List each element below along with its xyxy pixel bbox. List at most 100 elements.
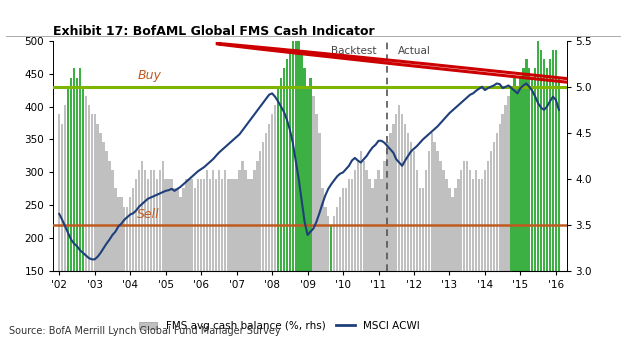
Bar — [342, 188, 344, 271]
Bar — [558, 78, 560, 271]
Bar — [404, 124, 406, 271]
Bar — [413, 151, 415, 271]
Bar — [330, 225, 332, 271]
Bar — [188, 179, 190, 271]
Bar — [443, 170, 444, 271]
Bar — [318, 133, 321, 271]
Bar — [519, 78, 521, 271]
Bar — [451, 197, 454, 271]
Bar — [123, 207, 125, 271]
Bar — [206, 170, 208, 271]
Bar — [67, 87, 69, 271]
Bar — [478, 179, 480, 271]
Bar — [336, 207, 338, 271]
Bar — [103, 142, 105, 271]
Bar — [484, 170, 486, 271]
Bar — [522, 68, 525, 271]
Bar — [227, 179, 229, 271]
Bar — [383, 161, 386, 271]
Bar — [419, 188, 421, 271]
Bar — [108, 161, 111, 271]
Bar — [525, 59, 528, 271]
Bar — [392, 124, 394, 271]
Bar — [230, 179, 232, 271]
Bar — [537, 41, 540, 271]
Bar — [79, 68, 81, 271]
Bar — [546, 68, 548, 271]
Bar — [431, 133, 433, 271]
Bar — [324, 207, 327, 271]
Bar — [374, 179, 377, 271]
Bar — [177, 188, 178, 271]
Bar — [345, 188, 347, 271]
Bar — [481, 179, 483, 271]
Bar — [277, 87, 279, 271]
Bar — [129, 197, 131, 271]
Bar — [173, 188, 176, 271]
Bar — [309, 78, 312, 271]
Bar — [259, 151, 262, 271]
Bar — [466, 161, 468, 271]
Bar — [490, 151, 492, 271]
Bar — [280, 78, 282, 271]
Bar — [428, 151, 430, 271]
Bar — [501, 115, 504, 271]
Bar — [88, 105, 90, 271]
Bar — [64, 105, 66, 271]
Bar — [333, 216, 336, 271]
Bar — [516, 87, 519, 271]
Bar — [496, 133, 498, 271]
Bar — [58, 115, 61, 271]
Bar — [357, 161, 359, 271]
Text: Buy: Buy — [137, 68, 161, 81]
Bar — [144, 170, 146, 271]
Text: Source: BofA Merrill Lynch Global Fund Manager Survey: Source: BofA Merrill Lynch Global Fund M… — [9, 326, 281, 336]
Bar — [407, 133, 409, 271]
Bar — [111, 170, 114, 271]
Bar — [239, 170, 241, 271]
Bar — [339, 197, 341, 271]
Bar — [295, 41, 297, 271]
Text: Sell: Sell — [137, 208, 160, 221]
Bar — [165, 179, 167, 271]
Bar — [460, 170, 463, 271]
Bar — [215, 179, 217, 271]
Bar — [386, 142, 389, 271]
Bar — [150, 170, 152, 271]
Bar — [424, 170, 427, 271]
Bar — [93, 115, 96, 271]
Bar — [445, 179, 448, 271]
Bar — [454, 188, 456, 271]
Bar — [436, 151, 439, 271]
Bar — [433, 142, 436, 271]
Bar — [448, 188, 451, 271]
Bar — [359, 151, 362, 271]
Legend: FMS avg cash balance (%, rhs), MSCI ACWI: FMS avg cash balance (%, rhs), MSCI ACWI — [135, 317, 424, 335]
Bar — [549, 59, 551, 271]
Bar — [505, 105, 507, 271]
Bar — [162, 161, 164, 271]
Bar — [156, 179, 158, 271]
Bar — [457, 179, 459, 271]
Bar — [304, 68, 306, 271]
Bar — [114, 188, 116, 271]
Bar — [472, 179, 475, 271]
Bar — [170, 179, 173, 271]
Bar — [486, 161, 489, 271]
Bar — [469, 170, 471, 271]
Bar — [218, 170, 220, 271]
Bar — [513, 78, 516, 271]
Bar — [200, 179, 202, 271]
Bar — [91, 115, 93, 271]
Bar — [498, 124, 501, 271]
Bar — [73, 68, 75, 271]
Bar — [61, 124, 63, 271]
Text: Actual: Actual — [398, 46, 431, 56]
Bar — [531, 78, 533, 271]
Bar — [348, 179, 350, 271]
Bar — [271, 115, 274, 271]
Bar — [508, 96, 510, 271]
Bar — [265, 133, 267, 271]
Bar — [552, 50, 554, 271]
Bar — [371, 188, 374, 271]
